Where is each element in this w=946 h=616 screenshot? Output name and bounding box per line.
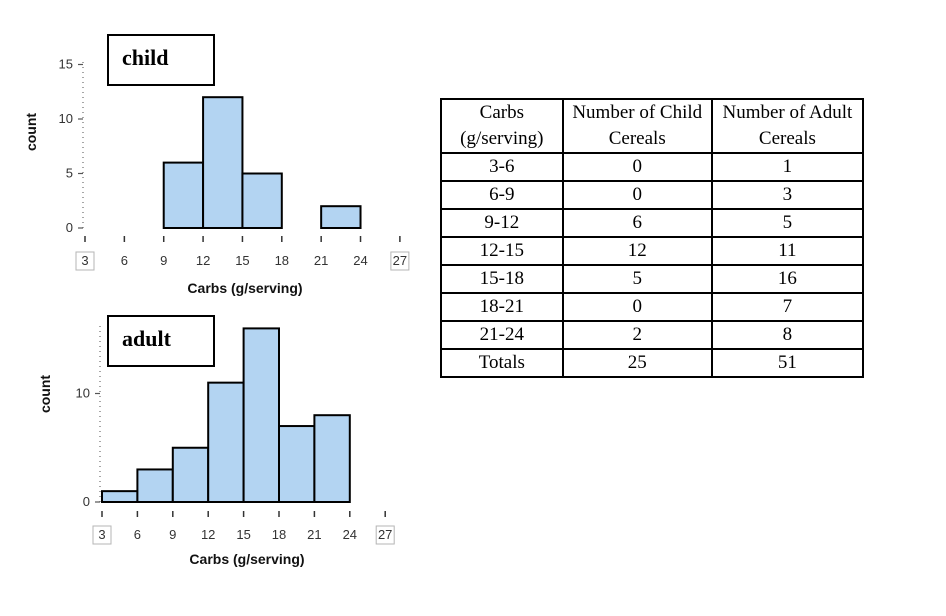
x-limit-box — [390, 251, 410, 271]
x-tick-label: 6 — [134, 527, 141, 542]
cell-child-count: 0 — [561, 180, 713, 210]
x-tick-label: 9 — [160, 253, 167, 268]
cell-adult-count: 7 — [710, 292, 865, 322]
table-row: 12-15 12 11 — [440, 236, 865, 266]
x-tick-label: 15 — [236, 527, 250, 542]
x-tick-label: 12 — [196, 253, 210, 268]
histogram-bar — [320, 205, 362, 229]
adult-histogram: adult 0 10 count 3 6 9 12 15 18 21 24 27 Carbs (g/ser… — [37, 315, 395, 567]
histogram-bar — [278, 425, 316, 503]
x-tick-label: 6 — [121, 253, 128, 268]
cell-child-count: 0 — [561, 292, 713, 322]
x-tick-label: 15 — [235, 253, 249, 268]
cell-carbs-range: 9-12 — [440, 208, 564, 238]
panel-title: child — [122, 45, 168, 70]
table-row: 15-18 5 16 — [440, 264, 865, 294]
x-tick-label: 21 — [314, 253, 328, 268]
y-axis-title: count — [23, 113, 39, 151]
table-row: 21-24 2 8 — [440, 320, 865, 350]
panel-title: adult — [122, 326, 172, 351]
y-tick-label: 0 — [83, 494, 90, 509]
table-body: 3-6 0 1 6-9 0 3 9-12 6 5 12-15 12 11 15-18 5 16 18-21 0 7… — [440, 152, 865, 378]
histogram-bar — [242, 327, 281, 504]
cell-child-count: 0 — [561, 152, 713, 182]
x-tick-label: 21 — [307, 527, 321, 542]
table-row: 9-12 6 5 — [440, 208, 865, 238]
panel-title-box: adult — [107, 315, 215, 367]
cell-carbs-range: 3-6 — [440, 152, 564, 182]
x-tick-label: 12 — [201, 527, 215, 542]
histogram-bar — [207, 381, 245, 503]
carbs-frequency-table: Carbs (g/serving) Number of Child Cereal… — [440, 98, 865, 378]
cell-adult-count: 8 — [710, 320, 865, 350]
header-child-cereals: Number of Child Cereals — [561, 98, 713, 154]
x-tick-label: 3 — [98, 527, 105, 542]
histogram-bar — [241, 172, 283, 229]
cell-adult-count: 51 — [710, 348, 865, 378]
x-tick-label: 9 — [169, 527, 176, 542]
histogram-bar — [171, 446, 210, 503]
table-row: 6-9 0 3 — [440, 180, 865, 210]
cell-carbs-range: 12-15 — [440, 236, 564, 266]
x-tick-label: 3 — [81, 253, 88, 268]
cell-adult-count: 5 — [710, 208, 865, 238]
x-axis-title: Carbs (g/serving) — [187, 280, 302, 296]
y-axis-title: count — [37, 375, 53, 413]
cell-child-count: 25 — [561, 348, 713, 378]
y-tick-label: 10 — [76, 386, 90, 401]
y-tick-label: 0 — [66, 220, 73, 235]
x-limit-box — [375, 525, 395, 545]
y-tick-label: 5 — [66, 166, 73, 181]
histogram-bar — [313, 414, 351, 503]
cell-adult-count: 16 — [710, 264, 865, 294]
x-tick-label: 24 — [343, 527, 357, 542]
title-frame — [107, 34, 215, 86]
x-limit-box — [92, 525, 112, 545]
table-row: 18-21 0 7 — [440, 292, 865, 322]
x-tick-label: 18 — [272, 527, 286, 542]
x-tick-label: 18 — [275, 253, 289, 268]
cell-adult-count: 1 — [710, 152, 865, 182]
cell-carbs-range: 18-21 — [440, 292, 564, 322]
cell-child-count: 5 — [561, 264, 713, 294]
x-axis-title: Carbs (g/serving) — [189, 551, 304, 567]
histogram-bar — [202, 96, 244, 229]
histogram-bar — [162, 161, 205, 230]
panel-title-box: child — [107, 34, 215, 86]
cell-carbs-range: 15-18 — [440, 264, 564, 294]
cell-child-count: 6 — [561, 208, 713, 238]
cell-adult-count: 3 — [710, 180, 865, 210]
cell-carbs-range: 6-9 — [440, 180, 564, 210]
cell-child-count: 12 — [561, 236, 713, 266]
header-carbs: Carbs (g/serving) — [440, 98, 564, 154]
histogram-bar — [101, 490, 139, 503]
table-row: 3-6 0 1 — [440, 152, 865, 182]
cell-carbs-range: 21-24 — [440, 320, 564, 350]
header-adult-cereals: Number of Adult Cereals — [710, 98, 865, 154]
histogram-bar — [136, 468, 174, 503]
cell-adult-count: 11 — [710, 236, 865, 266]
cell-child-count: 2 — [561, 320, 713, 350]
x-tick-label: 27 — [393, 253, 407, 268]
cell-carbs-range: Totals — [440, 348, 564, 378]
x-limit-box — [75, 251, 95, 271]
x-tick-label: 24 — [353, 253, 367, 268]
table-header-row: Carbs (g/serving) Number of Child Cereal… — [440, 98, 865, 154]
table-row: Totals 25 51 — [440, 348, 865, 378]
title-frame — [107, 315, 215, 367]
y-tick-label: 10 — [59, 111, 73, 126]
x-tick-label: 27 — [378, 527, 392, 542]
child-histogram: child 0 5 10 15 count 3 6 9 12 15 18 21 24 27 Carbs (g/… — [23, 34, 410, 296]
y-tick-label: 15 — [59, 57, 73, 72]
